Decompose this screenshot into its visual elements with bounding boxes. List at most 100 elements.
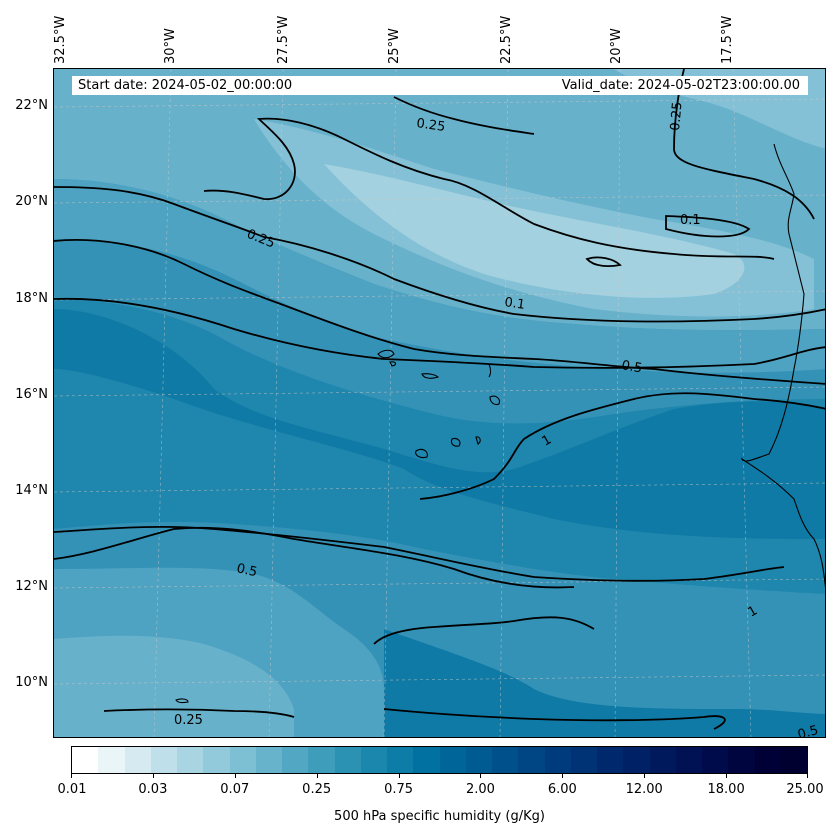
humidity-map: 0.25 0.25 0.25 0.25 0.1 0.1 0.5 0.5 0.5 … — [54, 69, 825, 738]
colorbar-tick-mark — [316, 774, 318, 778]
colorbar-tick-label: 0.01 — [57, 782, 87, 797]
gridline-lat — [54, 674, 825, 685]
colorbar-tick-label: 0.75 — [384, 782, 414, 797]
colorbar-segment — [360, 747, 387, 773]
lat-label: 10°N — [15, 675, 48, 690]
island-cape-verde-2 — [389, 361, 397, 367]
colorbar-tick-label: 6.00 — [547, 782, 577, 797]
gridline-lon — [732, 69, 752, 737]
colorbar-label: 500 hPa specific humidity (g/Kg) — [334, 809, 545, 824]
contour-label: 0.1 — [680, 213, 701, 228]
colorbar-tick-mark — [644, 774, 646, 778]
colorbar-segment — [597, 747, 624, 773]
colorbar-segment — [439, 747, 466, 773]
colorbar — [71, 746, 808, 774]
lat-label: 18°N — [15, 291, 48, 306]
lon-label: 32.5°W — [53, 15, 68, 64]
lat-label: 14°N — [15, 483, 48, 498]
colorbar-segment — [150, 747, 177, 773]
humidity-fill-lightest — [324, 164, 745, 298]
colorbar-segment — [255, 747, 282, 773]
colorbar-tick-label: 25.00 — [786, 782, 824, 797]
colorbar-tick-mark — [398, 774, 400, 778]
colorbar-segment — [465, 747, 492, 773]
start-date-label: Start date: 2024-05-02_00:00:00 — [78, 78, 293, 93]
gridline-lon — [153, 69, 172, 737]
contour-0.25-bottom — [383, 708, 726, 730]
colorbar-tick-mark — [152, 774, 154, 778]
contour-1-central — [419, 392, 825, 500]
island-small — [175, 698, 189, 704]
lon-label: 25°W — [387, 28, 402, 64]
gridline-lat — [54, 482, 825, 493]
coastline-africa — [740, 143, 825, 588]
contour-0.5-lower — [373, 616, 595, 645]
colorbar-tick-mark — [71, 774, 72, 778]
contour-label: 0.25 — [174, 713, 203, 728]
gridline-lon — [268, 69, 284, 737]
lat-label: 16°N — [15, 387, 48, 402]
island-cape-verde-4 — [488, 363, 492, 378]
colorbar-segment — [623, 747, 650, 773]
contour-label: 0.5 — [235, 561, 258, 580]
humidity-fill-central — [54, 309, 825, 539]
lon-label: 17.5°W — [720, 15, 735, 64]
contour-0.1-small — [585, 256, 622, 267]
island-cape-verde-6 — [450, 437, 461, 447]
contour-label: 0.5 — [620, 358, 643, 376]
gridline-lat — [54, 578, 825, 589]
colorbar-tick-label: 0.03 — [138, 782, 168, 797]
colorbar-segment — [570, 747, 597, 773]
humidity-fill-north-light — [54, 179, 825, 373]
date-info-box: Start date: 2024-05-02_00:00:00 Valid_da… — [72, 76, 808, 95]
contour-0.5-south — [54, 526, 575, 589]
colorbar-tick-mark — [480, 774, 482, 778]
humidity-fill-north-mid — [54, 239, 825, 424]
gridline-lat — [54, 386, 825, 397]
contour-0.1-box — [203, 117, 775, 260]
island-cape-verde-5 — [489, 395, 500, 406]
colorbar-segment — [177, 747, 204, 773]
colorbar-segment — [675, 747, 702, 773]
contour-0.25-right — [673, 69, 815, 220]
lon-label: 30°W — [163, 28, 178, 64]
valid-date-label: Valid_date: 2024-05-02T23:00:00.00 — [561, 78, 800, 93]
contour-label: 0.25 — [415, 116, 446, 135]
colorbar-segment — [544, 747, 571, 773]
colorbar-segment — [728, 747, 755, 773]
contour-lines — [54, 69, 825, 730]
gridline-lat — [54, 98, 825, 108]
contour-0.1-loop — [665, 215, 751, 238]
colorbar-segment — [229, 747, 256, 773]
colorbar-segment — [72, 747, 99, 773]
contour-0.25-north — [54, 186, 825, 323]
contour-0.25-upper — [393, 96, 535, 135]
colorbar-segment — [649, 747, 676, 773]
lon-label: 20°W — [609, 28, 624, 64]
contour-1-south — [54, 525, 785, 582]
island-cape-verde-7 — [475, 436, 481, 445]
colorbar-segment — [282, 747, 309, 773]
contour-label: 0.25 — [668, 101, 685, 131]
map-frame: 0.25 0.25 0.25 0.25 0.1 0.1 0.5 0.5 0.5 … — [53, 68, 826, 738]
colorbar-segment — [124, 747, 151, 773]
colorbar-tick-mark — [807, 774, 808, 778]
colorbar-tick-label: 12.00 — [625, 782, 663, 797]
colorbar-segment — [492, 747, 519, 773]
contour-label: 0.1 — [503, 295, 526, 313]
colorbar-segment — [334, 747, 361, 773]
gridline-lon — [383, 69, 397, 737]
contour-0.25-lower — [103, 708, 295, 718]
colorbar-tick-mark — [234, 774, 236, 778]
contour-label: 0.5 — [796, 723, 820, 738]
colorbar-tick-label: 18.00 — [707, 782, 745, 797]
colorbar-segment — [203, 747, 230, 773]
colorbar-segment — [754, 747, 781, 773]
colorbar-tick-mark — [562, 774, 564, 778]
lat-label: 12°N — [15, 579, 48, 594]
gridline-lat — [54, 194, 825, 204]
humidity-fill-southeast-band — [384, 629, 825, 737]
island-cape-verde-8 — [415, 448, 428, 459]
lon-label: 22.5°W — [499, 15, 514, 64]
gridline-lon — [614, 69, 621, 737]
